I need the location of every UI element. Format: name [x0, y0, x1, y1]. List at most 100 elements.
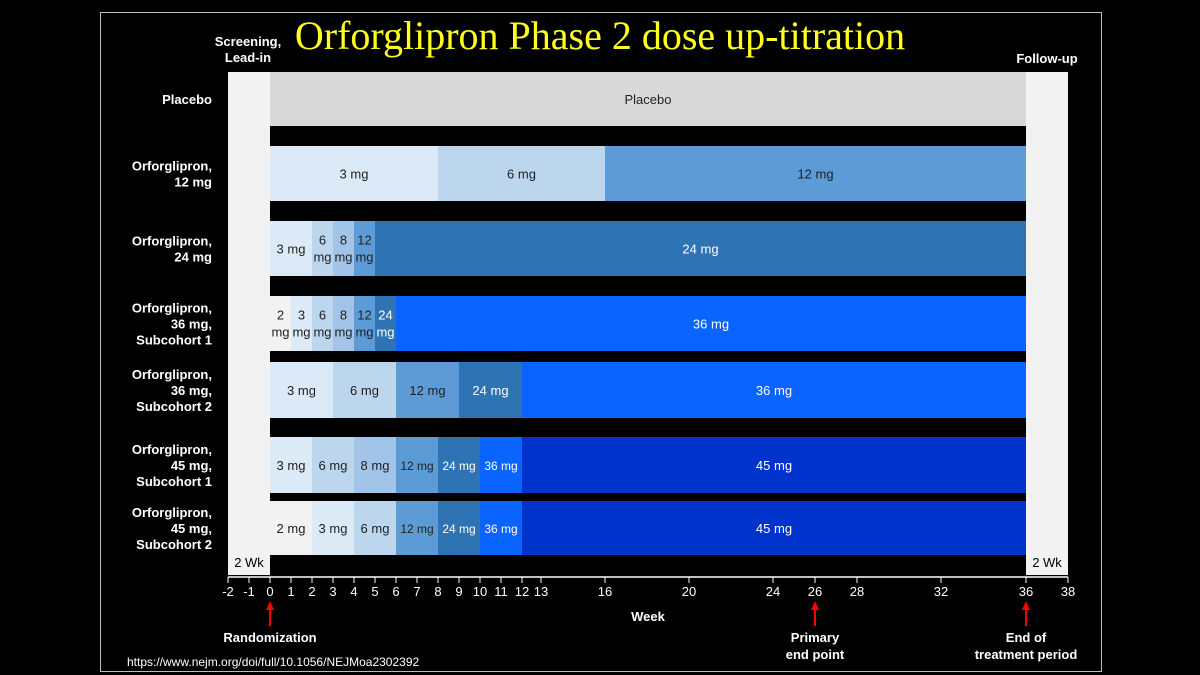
dose-bar: [396, 501, 438, 555]
dose-label-line: 24: [378, 308, 392, 323]
x-tick-label: 32: [934, 584, 948, 599]
slide-title: Orforglipron Phase 2 dose up-titration: [294, 13, 906, 58]
dose-bar: [270, 501, 312, 555]
dose-label: 2 mg: [277, 521, 306, 536]
dose-label: 3 mg: [287, 383, 316, 398]
dose-bar: [522, 437, 1026, 493]
dose-label: Placebo: [625, 92, 672, 107]
x-tick-label: 16: [598, 584, 612, 599]
marker-label-line: end point: [786, 647, 845, 662]
x-tick-label: -2: [222, 584, 234, 599]
dose-bar: [354, 296, 375, 351]
arm-label-line: Subcohort 2: [136, 537, 212, 552]
dose-label: 24 mg: [472, 383, 508, 398]
marker-label-line: Primary: [791, 630, 840, 645]
x-tick-label: 3: [329, 584, 336, 599]
dose-label: 36 mg: [484, 522, 517, 536]
dose-label: 6 mg: [313, 233, 331, 265]
dose-label: 3 mg: [319, 521, 348, 536]
dose-label-line: mg: [334, 325, 352, 340]
arm-label-line: 12 mg: [174, 175, 212, 190]
dose-bar: [270, 437, 312, 493]
x-tick-label: 8: [434, 584, 441, 599]
dose-bar: [480, 501, 522, 555]
arm-label-line: 45 mg,: [171, 521, 212, 536]
followup-header: Follow-up: [1016, 51, 1077, 66]
dose-bar: [522, 501, 1026, 555]
arm-label-line: Subcohort 1: [136, 474, 212, 489]
dose-bar: [438, 146, 605, 201]
dose-bar: [480, 437, 522, 493]
x-tick-label: 13: [534, 584, 548, 599]
followup-duration-label: 2 Wk: [1032, 555, 1062, 570]
arm-label: Orforglipron, 45 mg, Subcohort 1: [132, 442, 212, 489]
arm-label-line: Orforglipron,: [132, 159, 212, 174]
arm-label-line: Orforglipron,: [132, 367, 212, 382]
dose-bar: [333, 296, 354, 351]
dose-label-line: 8: [340, 233, 347, 248]
marker-label: Primary end point: [786, 630, 845, 662]
dose-bar: [459, 362, 522, 418]
dose-label: 8 mg: [334, 233, 352, 265]
dose-bar: [333, 362, 396, 418]
dose-label-line: 2: [277, 308, 284, 323]
x-tick-label: 10: [473, 584, 487, 599]
x-tick-label: 9: [455, 584, 462, 599]
dose-label: 12 mg: [400, 522, 433, 536]
x-tick-label: 5: [371, 584, 378, 599]
dose-label: 12 mg: [409, 383, 445, 398]
x-tick-label: 20: [682, 584, 696, 599]
arm-label-line: Subcohort 1: [136, 333, 212, 348]
dose-label-line: mg: [355, 250, 373, 265]
marker-label: End of treatment period: [975, 630, 1078, 662]
dose-label: 6 mg: [319, 458, 348, 473]
dose-label: 6 mg: [361, 521, 390, 536]
dose-label: 2 mg: [271, 308, 289, 340]
dose-bar: [312, 221, 333, 276]
dose-label: 45 mg: [756, 458, 792, 473]
marker-label-line: treatment period: [975, 647, 1078, 662]
arm-label: Orforglipron, 12 mg: [132, 159, 212, 190]
x-tick-label: 24: [766, 584, 780, 599]
dose-label: 8 mg: [334, 308, 352, 340]
dose-bar: [270, 72, 1026, 126]
x-tick-label: 0: [266, 584, 273, 599]
dose-bar: [312, 437, 354, 493]
dose-bar: [438, 437, 480, 493]
screening-header-line: Lead-in: [225, 50, 271, 65]
source-url: https://www.nejm.org/doi/full/10.1056/NE…: [127, 655, 420, 669]
dose-label-line: 6: [319, 233, 326, 248]
dose-bar: [522, 362, 1026, 418]
arm-label-line: Orforglipron,: [132, 442, 212, 457]
dose-bar: [270, 296, 291, 351]
dose-label-line: 3: [298, 308, 305, 323]
dose-label-line: 12: [357, 308, 371, 323]
dose-bar: [354, 501, 396, 555]
dose-bar: [396, 437, 438, 493]
arm-label-line: 36 mg,: [171, 317, 212, 332]
arm-label-line: Orforglipron,: [132, 301, 212, 316]
arm-label-line: 36 mg,: [171, 383, 212, 398]
dose-label: 24 mg: [376, 308, 394, 340]
dose-label: 8 mg: [361, 458, 390, 473]
arm-label: Orforglipron, 36 mg, Subcohort 1: [132, 301, 212, 348]
dose-label-line: mg: [271, 325, 289, 340]
screening-duration-label: 2 Wk: [234, 555, 264, 570]
dose-label: 12 mg: [797, 167, 833, 182]
dose-label-line: 8: [340, 308, 347, 323]
dose-label: 36 mg: [693, 317, 729, 332]
dose-bar: [270, 146, 438, 201]
screening-panel: [228, 72, 270, 575]
marker-arrow-head: [1022, 601, 1030, 610]
dose-label: 24 mg: [442, 459, 475, 473]
screening-header: Screening, Lead-in: [215, 34, 281, 65]
dose-label-line: mg: [292, 325, 310, 340]
dose-bar: [291, 296, 312, 351]
dose-label: 45 mg: [756, 521, 792, 536]
dose-label: 24 mg: [442, 522, 475, 536]
dose-label-line: mg: [334, 250, 352, 265]
dose-label: 3 mg: [277, 242, 306, 257]
arm-label-line: Placebo: [162, 92, 212, 107]
dose-label: 3 mg: [292, 308, 310, 340]
